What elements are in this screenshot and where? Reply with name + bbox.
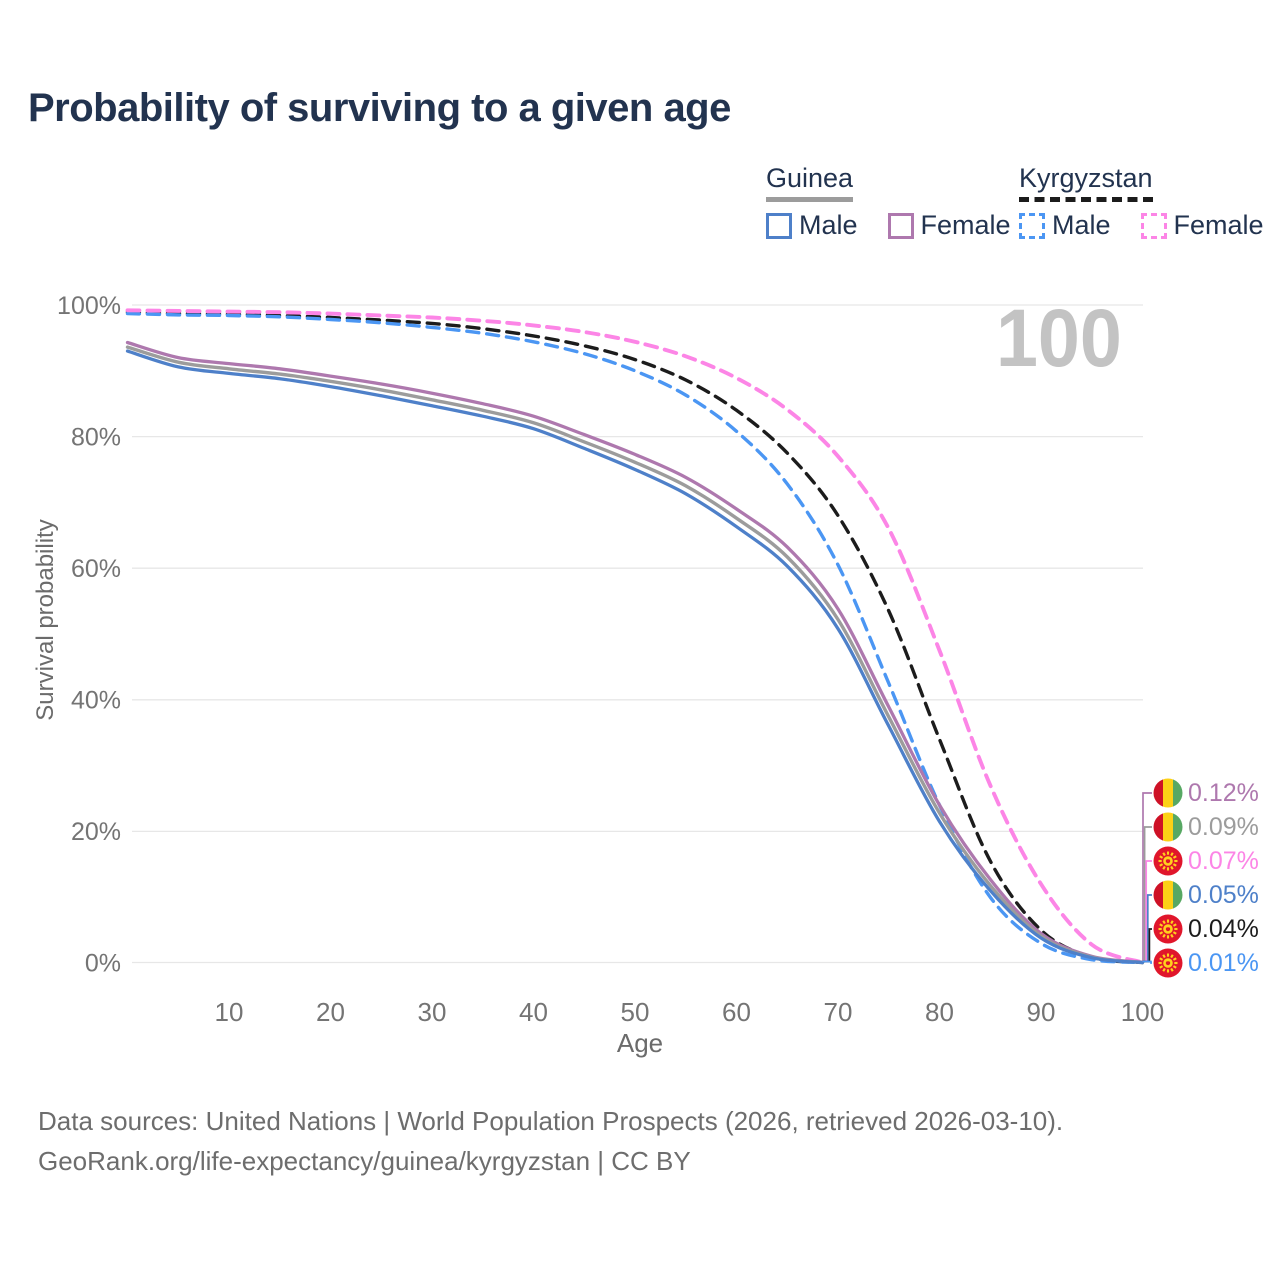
- legend-item-kyrgyzstan-male[interactable]: Male: [1019, 210, 1111, 241]
- y-axis-title: Survival probability: [32, 519, 59, 721]
- legend-item-label: Male: [1052, 210, 1111, 240]
- y-tick-label: 80%: [71, 423, 121, 451]
- kyrgyzstan-flag-icon: [1153, 914, 1183, 944]
- x-tick-label: 100: [1121, 997, 1164, 1027]
- legend-item-label: Male: [799, 210, 858, 240]
- end-label-guinea-both-sexes[interactable]: 0.09%: [1153, 811, 1259, 843]
- legend-group-guinea: Guinea Male Female: [766, 163, 1011, 241]
- legend: Guinea Male Female Kyrgyzstan Male Female: [0, 163, 1280, 243]
- curve-kyrgyzstan-female[interactable]: [125, 308, 1145, 965]
- x-tick-label: 10: [215, 997, 244, 1027]
- end-label-value: 0.05%: [1188, 880, 1259, 909]
- legend-item-kyrgyzstan-female[interactable]: Female: [1140, 210, 1264, 241]
- curve-guinea-male[interactable]: [125, 349, 1145, 965]
- x-tick-label: 50: [621, 997, 650, 1027]
- y-tick-label: 0%: [85, 949, 121, 977]
- guinea-flag-icon: [1153, 812, 1183, 842]
- end-label-guinea-male[interactable]: 0.05%: [1153, 879, 1259, 911]
- legend-swatch-icon: [766, 212, 792, 239]
- curve-guinea-both-sexes[interactable]: [125, 345, 1145, 965]
- guinea-flag-icon: [1153, 778, 1183, 808]
- x-tick-label: 70: [824, 997, 853, 1027]
- end-label-connector: [1142, 960, 1152, 964]
- end-label-guinea-female[interactable]: 0.12%: [1153, 777, 1259, 809]
- legend-item-label: Female: [1173, 210, 1264, 240]
- y-tick-label: 20%: [71, 818, 121, 846]
- x-tick-label: 30: [418, 997, 447, 1027]
- legend-item-guinea-male[interactable]: Male: [766, 210, 858, 241]
- footer-attribution: GeoRank.org/life-expectancy/guinea/kyrgy…: [38, 1146, 691, 1176]
- footer-data-sources: Data sources: United Nations | World Pop…: [38, 1106, 1064, 1136]
- legend-swatch-icon: [887, 212, 914, 239]
- x-tick-label: 40: [519, 997, 548, 1027]
- legend-group-kyrgyzstan: Kyrgyzstan Male Female: [1019, 163, 1264, 241]
- legend-item-label: Female: [920, 210, 1011, 240]
- curve-kyrgyzstan-both-sexes[interactable]: [125, 310, 1145, 965]
- legend-country-label: Guinea: [766, 163, 854, 202]
- x-tick-label: 90: [1027, 997, 1056, 1027]
- legend-country-label: Kyrgyzstan: [1019, 163, 1153, 202]
- end-label-kyrgyzstan-male[interactable]: 0.01%: [1153, 947, 1259, 979]
- legend-swatch-icon: [1140, 212, 1167, 239]
- watermark-100: 100: [996, 293, 1122, 384]
- end-label-kyrgyzstan-both-sexes[interactable]: 0.04%: [1153, 913, 1259, 945]
- kyrgyzstan-flag-icon: [1153, 948, 1183, 978]
- page-title: Probability of surviving to a given age: [28, 86, 731, 130]
- end-label-value: 0.09%: [1188, 812, 1259, 841]
- end-label-kyrgyzstan-female[interactable]: 0.07%: [1153, 845, 1259, 877]
- legend-item-guinea-female[interactable]: Female: [887, 210, 1011, 241]
- end-label-value: 0.04%: [1188, 914, 1259, 943]
- y-tick-label: 60%: [71, 555, 121, 583]
- x-axis-title: Age: [616, 1028, 664, 1058]
- x-tick-label: 60: [722, 997, 751, 1027]
- end-label-value: 0.01%: [1188, 948, 1259, 977]
- y-tick-label: 100%: [57, 292, 121, 320]
- legend-swatch-icon: [1019, 212, 1045, 239]
- curve-kyrgyzstan-male[interactable]: [125, 311, 1145, 965]
- guinea-flag-icon: [1153, 880, 1183, 910]
- curve-guinea-female[interactable]: [125, 340, 1145, 964]
- x-tick-label: 20: [316, 997, 345, 1027]
- end-label-value: 0.07%: [1188, 846, 1259, 875]
- kyrgyzstan-flag-icon: [1153, 846, 1183, 876]
- y-tick-label: 40%: [71, 687, 121, 715]
- end-label-value: 0.12%: [1188, 778, 1259, 807]
- x-tick-label: 80: [925, 997, 954, 1027]
